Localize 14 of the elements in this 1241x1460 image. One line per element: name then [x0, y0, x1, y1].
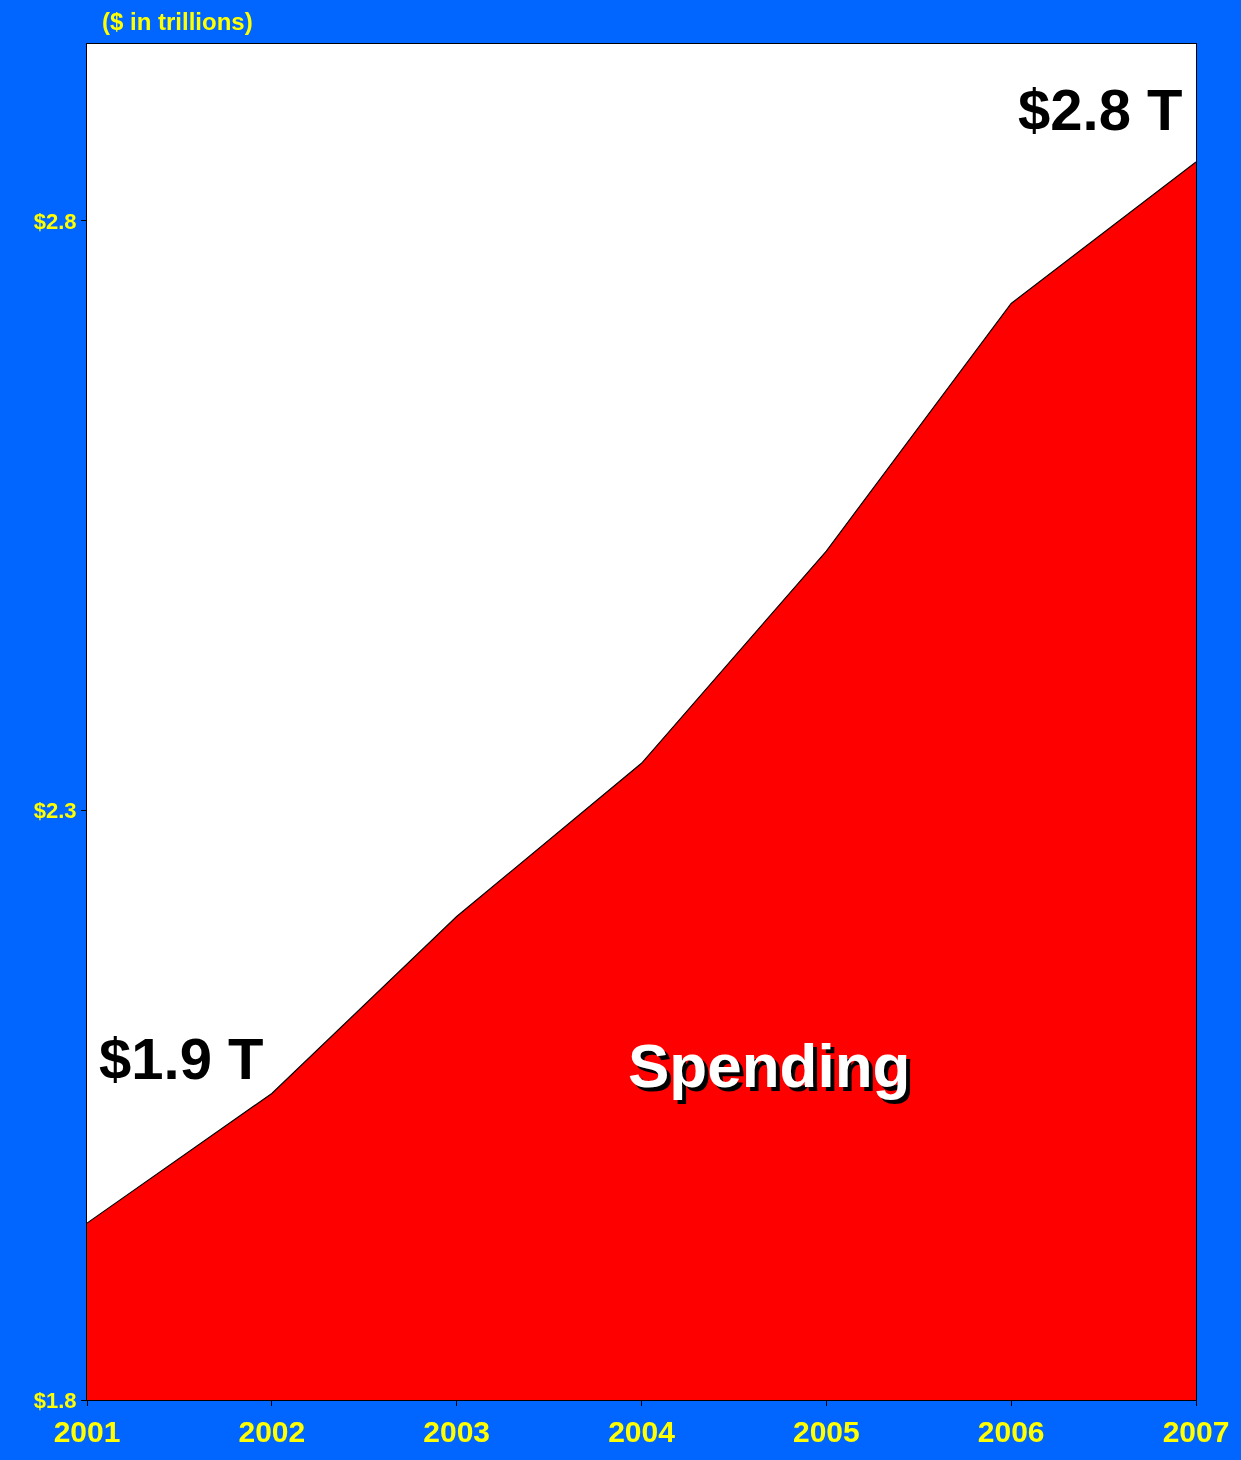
annotation: $1.9 T	[99, 1026, 264, 1091]
y-axis-title: ($ in trillions)	[102, 8, 253, 35]
x-tick-label: 2003	[423, 1415, 491, 1448]
x-tick-label: 2006	[977, 1415, 1045, 1448]
y-tick-label: $1.8	[33, 1387, 77, 1413]
annotation: $2.8 T	[1018, 77, 1183, 142]
x-tick-label: 2007	[1162, 1415, 1230, 1448]
x-tick-label: 2001	[53, 1415, 121, 1448]
x-tick-label: 2005	[792, 1415, 860, 1448]
y-tick-label: $2.8	[33, 208, 77, 234]
y-tick-label: $2.3	[33, 798, 77, 824]
x-tick-label: 2002	[238, 1415, 306, 1448]
series-label: Spending	[628, 1031, 911, 1100]
x-tick-label: 2004	[608, 1415, 676, 1448]
